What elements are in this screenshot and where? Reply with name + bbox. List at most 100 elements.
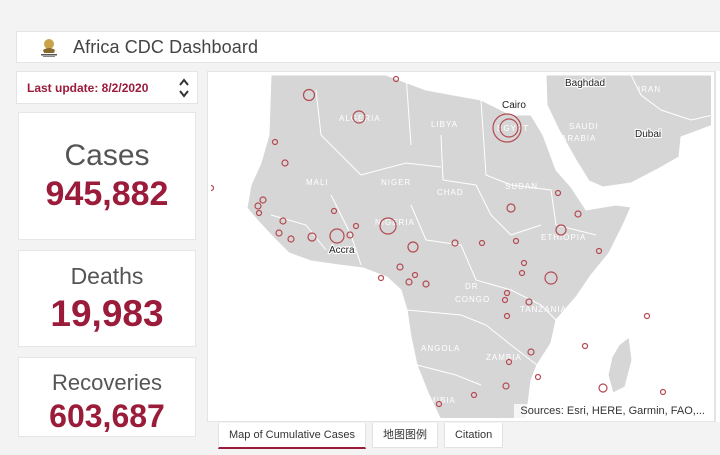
recoveries-card: Recoveries 603,687 [18, 357, 196, 437]
map-tabs: Map of Cumulative Cases 地图图例 Citation [218, 423, 509, 449]
label-tanzania: TANZANIA [520, 305, 567, 314]
africa-cdc-logo-icon [41, 39, 57, 57]
case-circle[interactable] [255, 209, 263, 217]
dashboard-header: Africa CDC Dashboard [16, 31, 720, 63]
tab-map-legend[interactable]: 地图图例 [371, 423, 438, 448]
right-panel-edge [715, 71, 720, 422]
case-circle[interactable] [302, 88, 316, 102]
up-down-spinner-icon[interactable] [177, 75, 191, 101]
map-panel: IRAN ALGERIA LIBYA EGYPT SAUDI ARABIA MA… [207, 71, 715, 422]
deaths-label: Deaths [70, 263, 144, 289]
case-circle[interactable] [211, 184, 215, 192]
case-circle[interactable] [554, 189, 562, 197]
case-circle[interactable] [506, 203, 516, 213]
deaths-card: Deaths 19,983 [18, 250, 196, 347]
case-circle[interactable] [435, 400, 443, 408]
case-circle[interactable] [581, 342, 589, 350]
tab-citation[interactable]: Citation [443, 423, 504, 448]
case-circle[interactable] [643, 312, 651, 320]
label-algeria: ALGERIA [339, 114, 381, 123]
recoveries-value: 603,687 [49, 398, 165, 434]
label-angola: ANGOLA [421, 344, 460, 353]
label-congo: CONGO [455, 295, 490, 304]
case-circle[interactable] [503, 289, 511, 297]
label-iran: IRAN [638, 85, 661, 94]
label-egypt: EGYPT [497, 124, 529, 133]
case-circle[interactable] [555, 224, 567, 236]
city-label-dubai: Dubai [635, 129, 661, 140]
label-ethiopia: ETHIOPIA [541, 233, 586, 242]
label-libya: LIBYA [431, 120, 458, 129]
case-circle[interactable] [407, 241, 419, 253]
case-circle[interactable] [279, 217, 287, 225]
city-label-accra: Accra [329, 245, 355, 256]
deaths-value: 19,983 [50, 293, 164, 334]
cases-card: Cases 945,882 [18, 112, 196, 240]
label-namibia: NAMIBIA [416, 396, 456, 405]
cases-label: Cases [64, 139, 150, 172]
case-circle[interactable] [352, 222, 360, 230]
label-mali: MALI [306, 178, 329, 187]
case-circle[interactable] [405, 278, 413, 286]
case-circle[interactable] [512, 237, 520, 245]
case-circle[interactable] [259, 196, 267, 204]
case-circle[interactable] [659, 388, 667, 396]
case-circle[interactable] [281, 159, 289, 167]
country-label-layer: IRAN ALGERIA LIBYA EGYPT SAUDI ARABIA MA… [306, 85, 661, 405]
case-circle[interactable] [478, 239, 486, 247]
case-circle[interactable] [346, 231, 354, 239]
case-circle[interactable] [396, 263, 404, 271]
map-canvas[interactable]: IRAN ALGERIA LIBYA EGYPT SAUDI ARABIA MA… [211, 75, 711, 418]
city-label-cairo: Cairo [502, 100, 526, 111]
case-circle[interactable] [377, 274, 385, 282]
case-circle[interactable] [501, 296, 509, 304]
last-update-text: Last update: 8/2/2020 [27, 80, 149, 95]
case-circle[interactable] [544, 271, 558, 285]
case-circle[interactable] [527, 348, 535, 356]
map-attribution: Sources: Esri, HERE, Garmin, FAO,... [514, 404, 711, 418]
case-circle[interactable] [422, 280, 430, 288]
label-zambia: ZAMBIA [486, 353, 522, 362]
case-circle[interactable] [492, 113, 522, 143]
map-view[interactable]: IRAN ALGERIA LIBYA EGYPT SAUDI ARABIA MA… [211, 75, 711, 418]
city-label-baghdad: Baghdad [565, 78, 605, 89]
case-circle[interactable] [598, 383, 608, 393]
tab-map-of-cumulative-cases[interactable]: Map of Cumulative Cases [218, 423, 366, 449]
case-circle[interactable] [392, 75, 400, 83]
recoveries-label: Recoveries [51, 370, 163, 395]
case-circle[interactable] [451, 239, 459, 247]
case-circle[interactable] [307, 232, 317, 242]
case-circle[interactable] [520, 259, 528, 267]
land-layer [246, 75, 711, 418]
case-circle[interactable] [503, 312, 511, 320]
case-circle[interactable] [595, 247, 603, 255]
case-circle[interactable] [271, 138, 279, 146]
cases-value: 945,882 [45, 175, 169, 213]
label-saudi: SAUDI [569, 122, 598, 131]
case-circle[interactable] [502, 382, 510, 390]
app-title: Africa CDC Dashboard [73, 36, 259, 57]
case-circle[interactable] [505, 358, 513, 366]
case-circle[interactable] [525, 298, 533, 306]
case-circle[interactable] [470, 391, 478, 399]
case-circle[interactable] [574, 210, 582, 218]
case-circle[interactable] [534, 373, 542, 381]
case-circle-layer[interactable] [211, 75, 667, 408]
case-circle[interactable] [330, 207, 338, 215]
label-dr: DR [465, 282, 479, 291]
case-circle[interactable] [254, 202, 262, 210]
label-chad: CHAD [437, 188, 464, 197]
case-circle[interactable] [499, 118, 519, 138]
label-arabia: ARABIA [561, 134, 596, 143]
case-circle[interactable] [275, 229, 283, 237]
case-circle[interactable] [379, 217, 397, 235]
case-circle[interactable] [287, 235, 295, 243]
case-circle[interactable] [518, 269, 526, 277]
case-circle[interactable] [411, 271, 419, 279]
last-update-selector[interactable]: Last update: 8/2/2020 [16, 71, 198, 104]
iran-landmass [630, 75, 711, 121]
label-sudan: SUDAN [505, 182, 538, 191]
label-nigeria: NIGERIA [375, 218, 415, 227]
case-circle[interactable] [329, 228, 345, 244]
case-circle[interactable] [352, 110, 366, 124]
